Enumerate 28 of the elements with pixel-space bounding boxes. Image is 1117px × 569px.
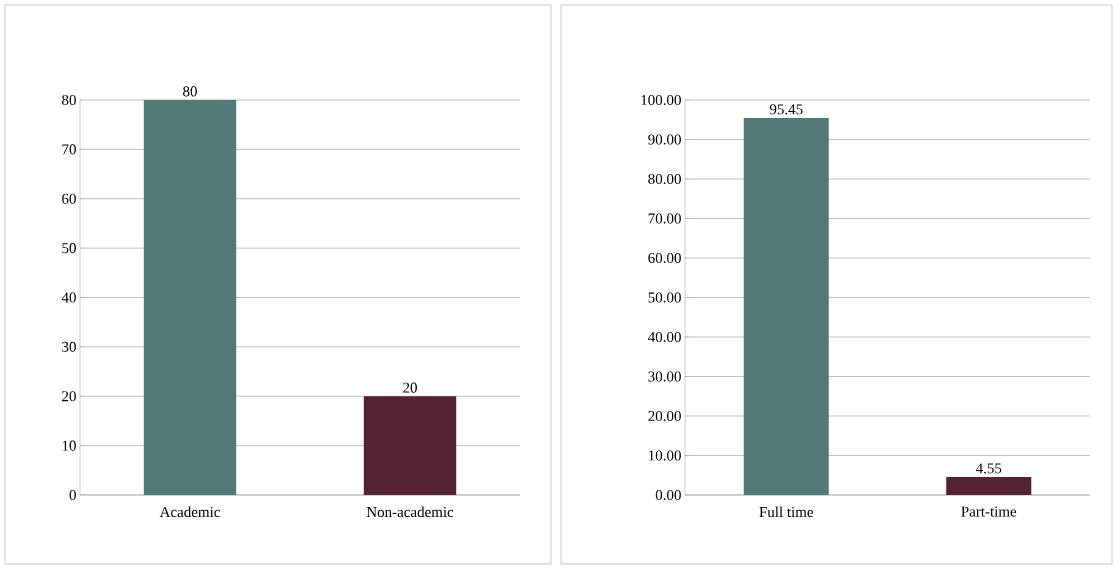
y-tick-label: 30 [62, 341, 76, 352]
y-tick-label: 20 [62, 391, 76, 402]
y-tick-label: 20.00 [648, 410, 681, 422]
y-tick-label: 80.00 [648, 173, 681, 185]
x-tick-label: Part-time [961, 506, 1017, 517]
y-tick-label: 40 [61, 292, 76, 303]
y-tick-label: 70 [62, 144, 76, 155]
y-tick-label: 90.00 [648, 134, 681, 145]
x-tick-label: Non-academic [366, 506, 454, 518]
y-tick-label: 60 [62, 193, 76, 204]
data-label: 95.45 [769, 104, 803, 115]
y-tick-label: 60.00 [648, 252, 681, 264]
x-tick-label: Academic [159, 506, 220, 518]
x-tick-label: Full time [759, 506, 814, 518]
y-tick-label: 50 [62, 243, 76, 254]
y-tick-label: 30.00 [648, 371, 681, 382]
y-tick-label: 40.00 [648, 331, 681, 343]
y-tick-label: 10 [62, 440, 76, 451]
data-label: 80 [183, 86, 197, 97]
data-label: 4.55 [975, 463, 1002, 474]
y-tick-label: 0.00 [655, 489, 681, 501]
y-tick-label: 100.00 [641, 94, 681, 106]
y-tick-label: 70.00 [648, 213, 681, 224]
y-tick-label: 80 [62, 94, 76, 106]
y-tick-label: 50.00 [648, 292, 681, 303]
y-tick-label: 0 [69, 489, 76, 501]
data-label: 20 [403, 382, 417, 393]
y-tick-label: 10.00 [649, 450, 681, 461]
